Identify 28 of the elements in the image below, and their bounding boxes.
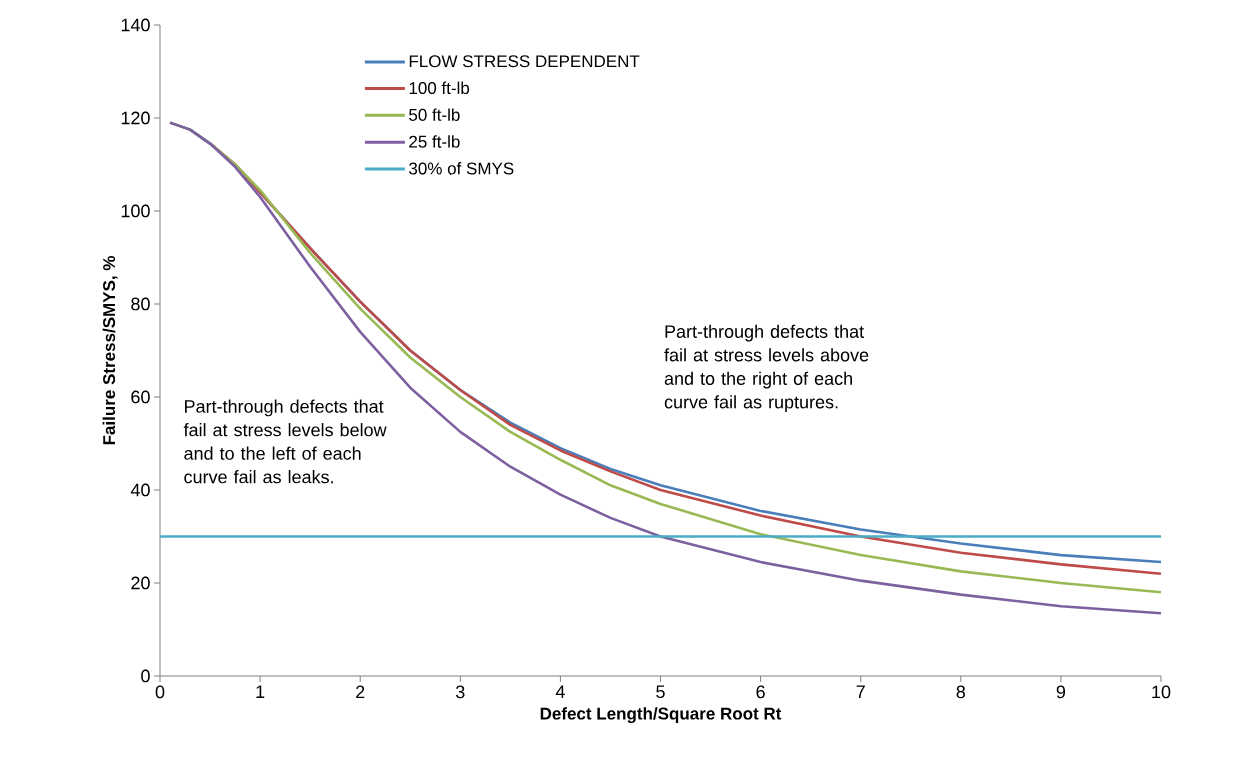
y-tick-label: 100 (121, 204, 150, 218)
y-tick-label: 40 (130, 483, 150, 497)
annotation: Part-through defects that fail at stress levels below and to the left of each curve fail as leaks. (183, 399, 387, 484)
x-axis-title: Defect Length/Square Root Rt (540, 707, 782, 724)
legend-label: 50 ft-lb (409, 108, 460, 121)
y-tick-label: 80 (131, 297, 150, 311)
x-tick-label: 4 (555, 685, 565, 698)
x-tick-label: 7 (856, 685, 865, 698)
y-axis-title: Failure Stress/SMYS, % (102, 256, 118, 445)
y-tick-label: 120 (121, 111, 150, 125)
x-tick-label: 8 (956, 685, 966, 699)
x-tick-label: 2 (356, 685, 365, 699)
x-tick-label: 5 (656, 685, 665, 699)
x-tick-label: 10 (1152, 685, 1171, 699)
y-tick-label: 20 (131, 576, 150, 590)
x-tick-label: 9 (1056, 685, 1066, 699)
x-tick-label: 0 (155, 685, 165, 699)
annotation: Part-through defects that fail at stress levels above and to the right of each curve fail as ruptures. (664, 324, 869, 412)
y-tick-label: 60 (131, 390, 150, 404)
legend-label: 30% of SMYS (409, 162, 514, 175)
legend-label: FLOW STRESS DEPENDENT (409, 55, 640, 68)
x-tick-label: 6 (756, 685, 765, 699)
y-tick-label: 140 (121, 18, 150, 32)
x-tick-label: 3 (455, 685, 465, 699)
legend-label: 25 ft-lb (409, 135, 460, 148)
legend-label: 100 ft-lb (409, 81, 470, 95)
y-tick-label: 0 (141, 669, 150, 683)
x-tick-label: 1 (256, 685, 265, 698)
